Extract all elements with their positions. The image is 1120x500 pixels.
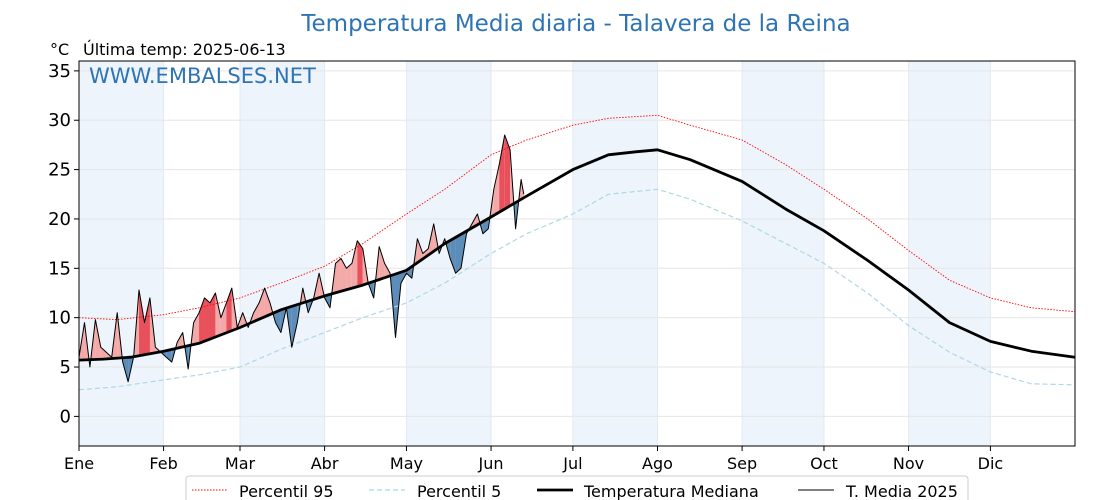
above-median-fill: [253, 302, 260, 322]
chart-title: Temperatura Media diaria - Talavera de l…: [300, 11, 850, 37]
above-median-fill: [499, 135, 505, 213]
below-median-fill: [450, 237, 456, 274]
x-axis-ticks: Ene Feb Mar Abr May Jun Jul Ago Sep Oct Nov Dic: [64, 446, 1003, 473]
month-bands: [79, 61, 991, 446]
last-temp-label: Última temp: 2025-06-13: [83, 40, 286, 59]
x-tick-label: Abr: [311, 454, 339, 473]
grid-lines: [78, 61, 1075, 446]
current-year-line: [78, 134, 525, 383]
y-tick-label: 5: [60, 357, 71, 378]
above-median-fill: [346, 263, 352, 290]
above-median-fill: [335, 258, 341, 293]
x-tick-label: Ago: [642, 454, 673, 473]
above-median-fill: [204, 297, 210, 342]
above-median-fill: [379, 246, 385, 280]
x-tick-label: Dic: [978, 454, 1004, 473]
y-axis-ticks: 0 5 10 15 20 25 30 35: [48, 61, 79, 427]
below-median-fill: [166, 349, 172, 363]
x-tick-label: May: [390, 454, 423, 473]
legend-box: [185, 475, 969, 500]
legend-label-p95: Percentil 95: [239, 482, 334, 500]
p95-line: [78, 114, 1076, 321]
y-tick-label: 0: [60, 406, 71, 427]
above-median-fill: [100, 347, 107, 360]
median-line: [78, 148, 1076, 362]
legend-label-median: Temperatura Mediana: [583, 482, 759, 500]
legend-label-current: T. Media 2025: [845, 482, 958, 500]
above-median-fill: [177, 332, 183, 349]
month-band: [572, 61, 658, 446]
above-median-fill: [504, 135, 511, 210]
above-median-fill: [209, 292, 216, 340]
x-tick-label: Jun: [478, 454, 504, 473]
legend-label-p5: Percentil 5: [417, 482, 501, 500]
x-tick-label: Ene: [64, 454, 94, 473]
above-median-fill: [139, 290, 145, 356]
below-median-fill: [291, 304, 298, 348]
above-median-fill: [215, 292, 221, 338]
x-tick-label: Sep: [727, 454, 757, 473]
month-band: [239, 61, 325, 446]
month-band: [742, 61, 824, 446]
plot-frame: [78, 60, 1076, 447]
x-tick-label: Mar: [225, 454, 256, 473]
legend: Percentil 95 Percentil 5 Temperatura Med…: [185, 475, 969, 500]
series-lines: [78, 114, 1076, 391]
x-tick-label: Oct: [810, 454, 838, 473]
above-median-fill: [259, 288, 265, 320]
above-median-fill: [351, 240, 358, 289]
unit-label: °C: [50, 40, 69, 59]
below-median-fill: [275, 309, 281, 333]
above-median-fill: [384, 263, 391, 278]
y-tick-label: 10: [48, 308, 71, 329]
above-median-fill: [220, 302, 227, 335]
below-median-fill: [455, 234, 462, 274]
y-tick-label: 15: [48, 258, 71, 279]
y-tick-label: 20: [48, 209, 71, 230]
above-median-fill: [357, 240, 363, 287]
month-band: [908, 61, 991, 446]
x-tick-label: Feb: [149, 454, 177, 473]
x-tick-label: Jul: [562, 454, 582, 473]
y-tick-label: 25: [48, 160, 71, 181]
above-median-fill: [95, 319, 101, 360]
y-tick-label: 30: [48, 110, 71, 131]
above-median-fill: [493, 164, 500, 216]
x-tick-label: Nov: [893, 454, 924, 473]
watermark-text: WWW.EMBALSES.NET: [89, 64, 316, 88]
above-median-fill: [264, 288, 271, 317]
p5-line: [78, 188, 1076, 391]
y-tick-label: 35: [48, 61, 71, 82]
above-median-fill: [144, 297, 150, 355]
month-band: [79, 61, 164, 446]
above-median-fill: [417, 238, 423, 263]
